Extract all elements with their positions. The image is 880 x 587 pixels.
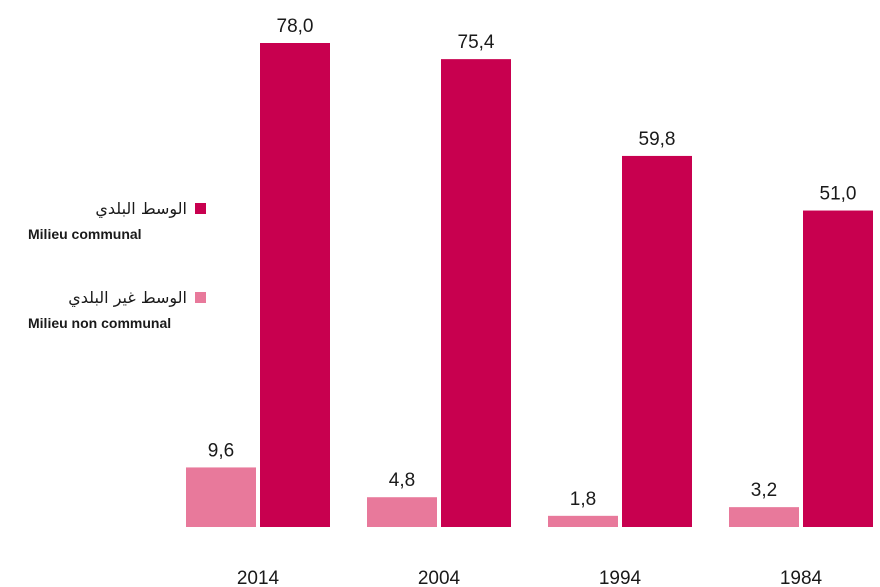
bar-non-communal-1984 bbox=[729, 507, 799, 527]
legend-non-communal: الوسط غير البلدي Milieu non communal bbox=[6, 288, 246, 331]
legend-non-communal-french-label: Milieu non communal bbox=[28, 315, 172, 331]
data-label-non-communal-2014: 9,6 bbox=[208, 440, 234, 461]
x-tick-label-2014: 2014 bbox=[237, 568, 280, 587]
legend-communal: الوسط البلدي Milieu communal bbox=[6, 199, 206, 242]
legend-non-communal-swatch bbox=[195, 292, 206, 303]
bar-communal-1994 bbox=[622, 155, 692, 527]
data-label-non-communal-1994: 1,8 bbox=[570, 489, 596, 510]
bar-communal-2014 bbox=[260, 43, 330, 527]
data-label-communal-1984: 51,0 bbox=[820, 184, 857, 205]
x-tick-label-1984: 1984 bbox=[780, 568, 823, 587]
legend-non-communal-arabic-label: الوسط غير البلدي bbox=[68, 288, 187, 307]
x-tick-label-2004: 2004 bbox=[418, 568, 461, 587]
legend-communal-swatch bbox=[195, 203, 206, 214]
data-label-non-communal-1984: 3,2 bbox=[751, 480, 777, 501]
bar-non-communal-2014 bbox=[186, 467, 256, 527]
legend-communal-arabic-label: الوسط البلدي bbox=[95, 199, 187, 218]
data-label-communal-1994: 59,8 bbox=[639, 129, 676, 150]
legend-communal-row: الوسط البلدي bbox=[6, 199, 206, 218]
legend-communal-french-label: Milieu communal bbox=[28, 226, 142, 242]
bar-non-communal-2004 bbox=[367, 497, 437, 527]
bar-communal-2004 bbox=[441, 59, 511, 528]
bar-non-communal-1994 bbox=[548, 515, 618, 527]
data-label-communal-2004: 75,4 bbox=[458, 32, 495, 53]
bar-communal-1984 bbox=[803, 210, 873, 528]
data-label-non-communal-2004: 4,8 bbox=[389, 470, 415, 491]
x-tick-label-1994: 1994 bbox=[599, 568, 642, 587]
data-label-communal-2014: 78,0 bbox=[277, 16, 314, 37]
legend-non-communal-row: الوسط غير البلدي bbox=[6, 288, 206, 307]
